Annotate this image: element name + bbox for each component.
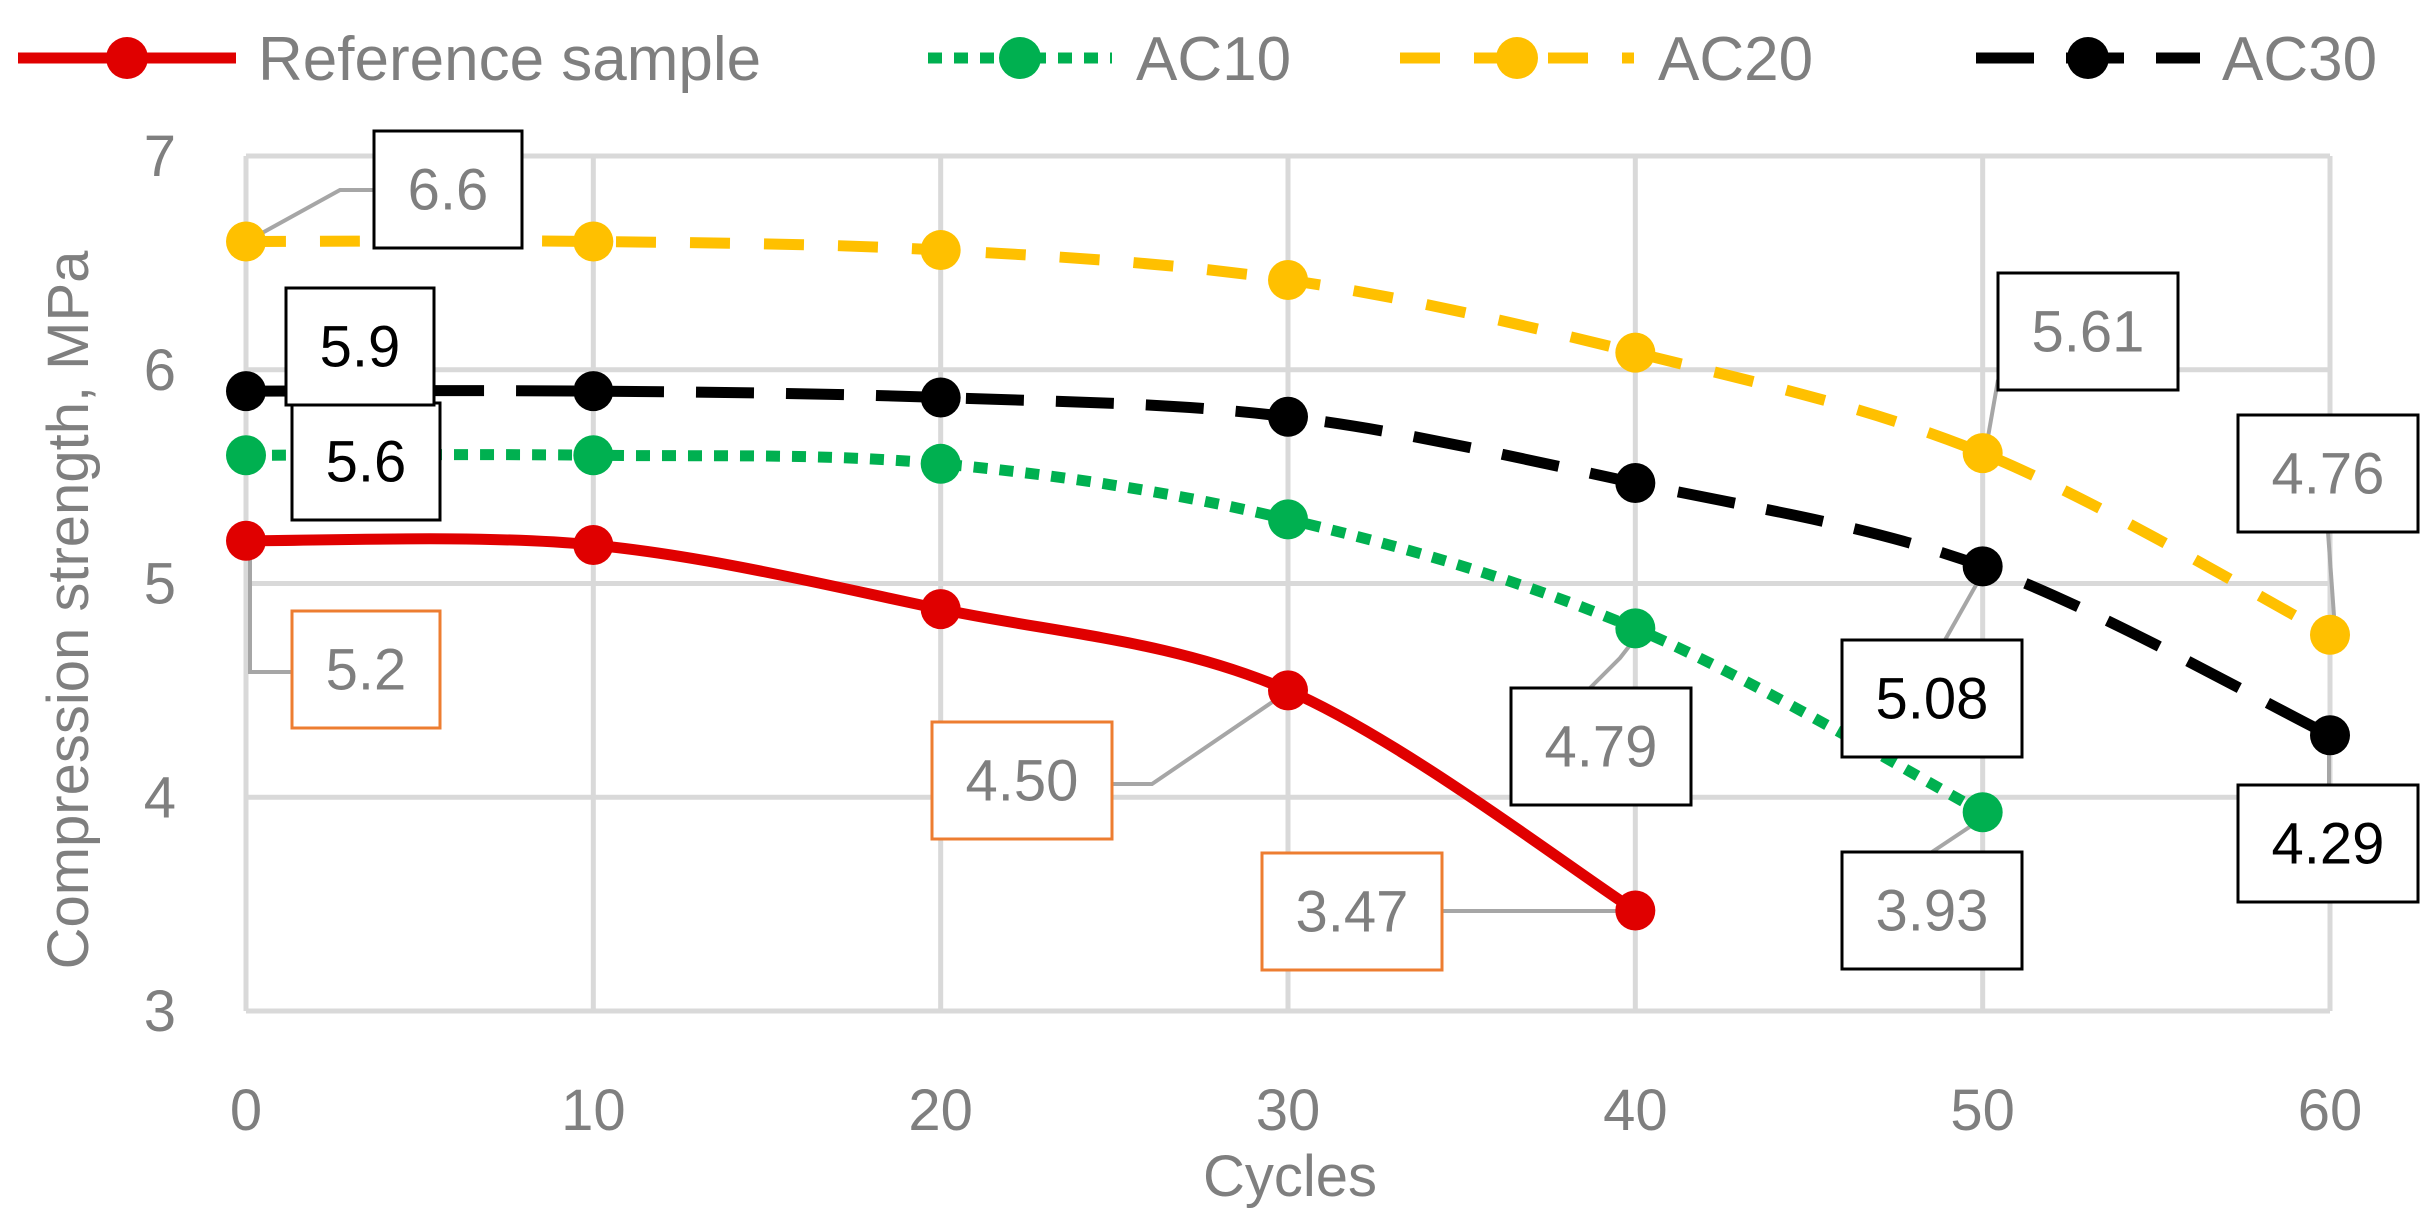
data-label: 6.6 <box>408 158 489 223</box>
data-label-leader <box>248 542 292 674</box>
data-point <box>1268 396 1308 437</box>
data-label-leader <box>1588 638 1636 690</box>
data-point <box>920 443 961 484</box>
x-axis-title: Cycles <box>1203 1144 1377 1209</box>
data-label: 3.93 <box>1876 879 1989 944</box>
data-label: 5.6 <box>326 430 407 495</box>
data-point <box>920 230 961 271</box>
data-point <box>573 525 614 566</box>
x-tick-label: 20 <box>908 1078 973 1143</box>
data-label: 4.29 <box>2272 812 2385 877</box>
data-label-box <box>2236 783 2420 904</box>
data-point <box>920 377 961 418</box>
y-axis-title: Compression strength, MPa <box>36 250 101 970</box>
data-point <box>2310 715 2350 756</box>
data-label: 4.76 <box>2272 442 2385 507</box>
legend-marker <box>1496 37 1538 79</box>
y-tick-label: 3 <box>144 979 176 1044</box>
x-tick-label: 0 <box>230 1078 262 1143</box>
legend-marker <box>2067 37 2109 79</box>
data-point <box>2310 614 2350 655</box>
data-point <box>573 435 614 476</box>
data-point <box>1615 332 1656 373</box>
data-label: 4.50 <box>966 749 1079 814</box>
data-label-box <box>2236 413 2420 534</box>
y-tick-label: 7 <box>144 124 176 189</box>
data-point <box>920 589 961 630</box>
data-point <box>226 371 266 412</box>
data-label-leader <box>1112 688 1292 786</box>
series-markers <box>226 221 2350 931</box>
x-tick-label: 30 <box>1256 1078 1321 1143</box>
data-label-box <box>1260 851 1444 972</box>
data-label-box <box>372 129 524 250</box>
legend-label: AC10 <box>1136 25 1291 94</box>
data-label: 5.61 <box>2032 300 2145 365</box>
data-label-leader <box>252 188 374 240</box>
data-label-leader <box>2326 531 2337 631</box>
data-point <box>1268 670 1308 711</box>
legend-marker <box>106 37 148 79</box>
data-point <box>1268 499 1308 540</box>
data-label-box <box>290 401 442 522</box>
y-tick-label: 6 <box>144 338 176 403</box>
legend-marker <box>999 37 1041 79</box>
axes: 0 10 20 30 40 50 60 3 4 5 6 7 <box>144 124 2363 1143</box>
legend: Reference sample AC10 AC20 AC30 <box>18 25 2377 94</box>
x-tick-label: 50 <box>1950 1078 2015 1143</box>
x-tick-label: 40 <box>1603 1078 1668 1143</box>
data-label-box <box>1509 686 1693 807</box>
x-tick-label: 60 <box>2298 1078 2363 1143</box>
data-point <box>1268 259 1308 300</box>
data-point <box>1615 608 1656 649</box>
series-line <box>245 449 1986 818</box>
data-labels: 5.2 4.50 3.47 5.6 4.79 3.93 6.6 5.61 4.76 5.9 5.08… <box>284 129 2420 972</box>
x-tick-label: 10 <box>561 1078 626 1143</box>
y-tick-label: 5 <box>144 552 176 617</box>
data-point <box>1615 890 1656 931</box>
legend-label: Reference sample <box>258 25 761 94</box>
data-label: 4.79 <box>1545 715 1658 780</box>
data-label-box <box>1840 850 2024 971</box>
data-point <box>1962 433 2003 474</box>
data-point <box>1615 463 1656 504</box>
data-point <box>1962 792 2003 833</box>
y-tick-label: 4 <box>144 765 176 830</box>
data-point <box>226 435 266 476</box>
data-label: 5.08 <box>1876 667 1989 732</box>
data-point <box>226 221 266 262</box>
data-label: 5.2 <box>326 638 407 703</box>
data-label-box <box>284 286 436 407</box>
data-label-box <box>290 609 442 730</box>
data-label-box <box>1840 638 2024 759</box>
data-label-box <box>930 720 1114 841</box>
data-point <box>226 520 266 561</box>
legend-label: AC20 <box>1658 25 1813 94</box>
data-point <box>573 221 614 262</box>
data-label-leader <box>1943 577 1982 641</box>
data-label: 3.47 <box>1296 880 1409 945</box>
data-label: 5.9 <box>320 315 401 380</box>
data-label-box <box>1996 271 2180 392</box>
data-point <box>1962 546 2003 587</box>
legend-label: AC30 <box>2222 25 2377 94</box>
data-point <box>573 371 614 412</box>
